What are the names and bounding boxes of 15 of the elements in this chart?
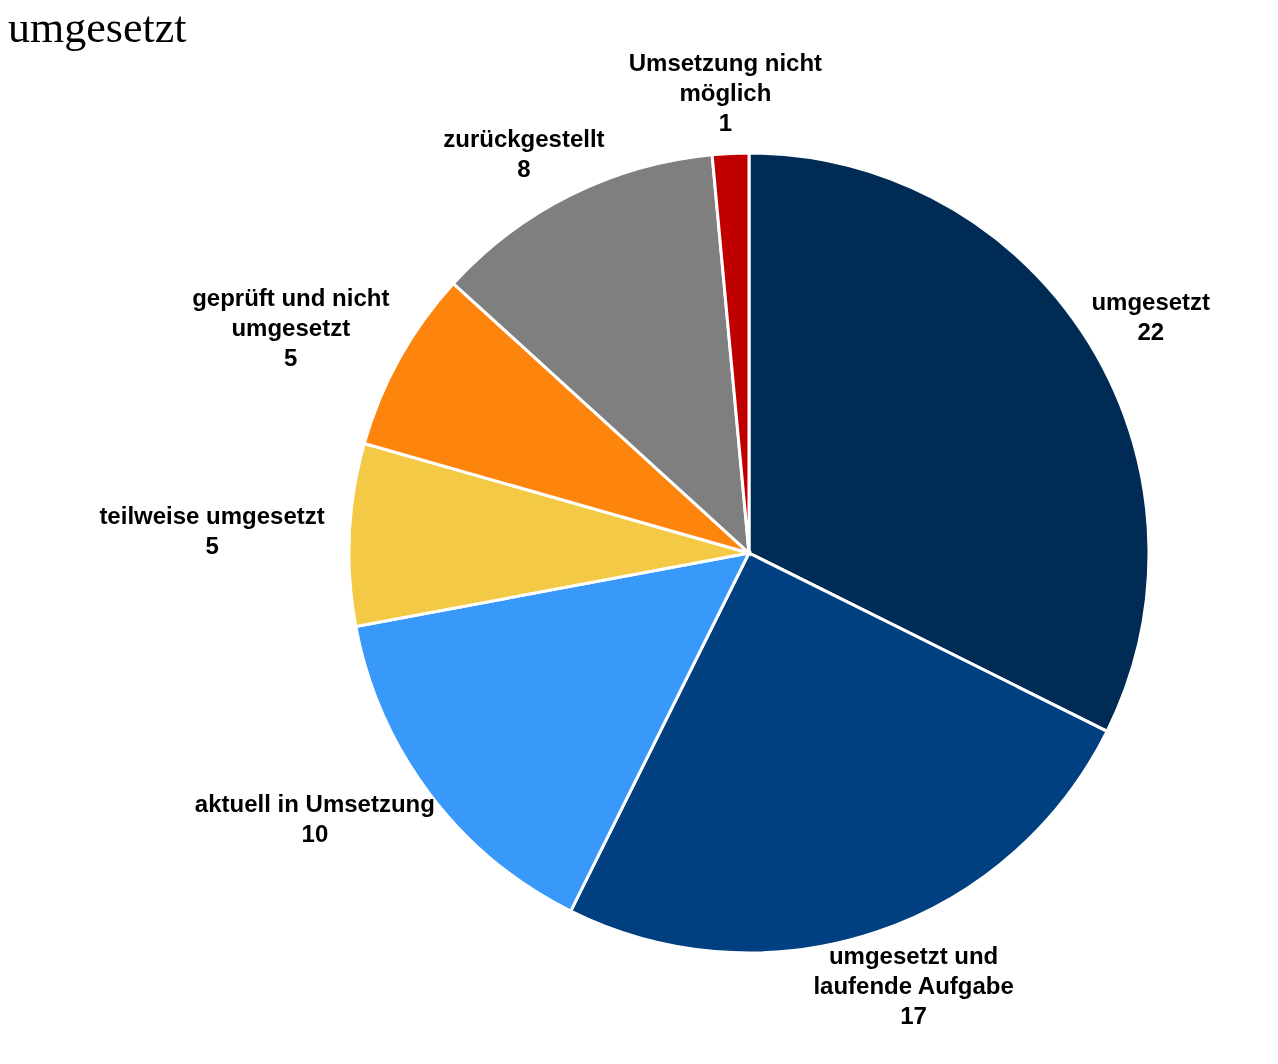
slice-label: teilweise umgesetzt xyxy=(99,501,325,529)
data-label: 10 xyxy=(301,819,329,847)
data-label: 1 xyxy=(718,108,733,136)
slice-label: geprüft und nicht umgesetzt xyxy=(192,283,390,341)
slice-label: aktuell in Umsetzung xyxy=(194,789,435,817)
data-label: 8 xyxy=(517,154,531,182)
chart-title: umgesetzt xyxy=(8,3,187,52)
slice-label: Umsetzung nicht möglich xyxy=(628,48,823,106)
data-label: 5 xyxy=(205,531,219,559)
slice-label: umgesetzt und laufende Aufgabe xyxy=(813,942,1014,1000)
data-label: 5 xyxy=(284,343,298,371)
slice-label: zurückgestellt xyxy=(443,124,605,152)
data-label: 17 xyxy=(900,1002,927,1030)
data-label: 22 xyxy=(1137,318,1165,346)
slice-label: umgesetzt xyxy=(1091,288,1211,316)
